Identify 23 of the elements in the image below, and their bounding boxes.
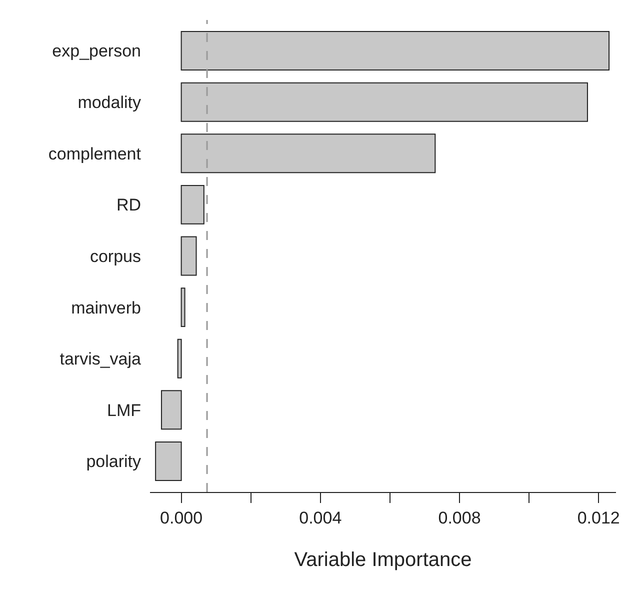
bar bbox=[180, 134, 436, 174]
x-tick-label: 0.012 bbox=[577, 508, 620, 528]
x-axis-title: Variable Importance bbox=[294, 548, 472, 571]
x-tick-label: 0.000 bbox=[160, 508, 203, 528]
y-tick-label: complement bbox=[48, 144, 142, 164]
y-tick-label: exp_person bbox=[52, 42, 141, 61]
y-tick-label: RD bbox=[116, 196, 141, 215]
x-tick-label: 0.008 bbox=[438, 508, 481, 528]
y-tick-label: polarity bbox=[86, 452, 142, 472]
bar bbox=[180, 184, 204, 224]
y-tick-label: corpus bbox=[90, 246, 141, 266]
y-tick-label: modality bbox=[78, 93, 142, 112]
bar bbox=[180, 82, 588, 122]
y-tick-label: mainverb bbox=[71, 298, 141, 318]
bar bbox=[177, 338, 182, 378]
bar bbox=[180, 288, 186, 328]
y-tick-label: LMF bbox=[107, 400, 141, 420]
bar bbox=[160, 390, 182, 430]
y-tick-label: tarvis_vaja bbox=[60, 350, 142, 369]
bar bbox=[180, 31, 610, 71]
x-tick-label: 0.004 bbox=[299, 508, 342, 528]
bar bbox=[180, 236, 197, 276]
bar bbox=[155, 441, 182, 481]
